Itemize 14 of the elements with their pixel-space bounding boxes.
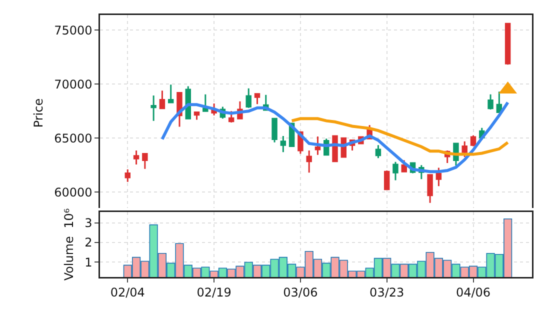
y-axis-title: Volume 10⁶ [62, 208, 76, 281]
x-tick-label: 04/06 [456, 286, 491, 300]
y-tick-label: 70000 [54, 77, 92, 92]
y-tick-label: 3 [84, 216, 92, 230]
x-tick-label: 03/06 [283, 286, 318, 300]
y-tick-label: 75000 [54, 23, 92, 38]
y-axis-title: Price [32, 98, 46, 128]
x-tick-label: 02/04 [110, 286, 145, 300]
y-tick-label: 1 [84, 255, 92, 270]
y-tick-label: 60000 [54, 185, 92, 200]
y-tick-label: 65000 [54, 131, 92, 146]
x-tick-label: 02/19 [196, 286, 232, 300]
x-tick-label: 03/23 [370, 286, 404, 300]
y-tick-label: 2 [84, 236, 92, 250]
